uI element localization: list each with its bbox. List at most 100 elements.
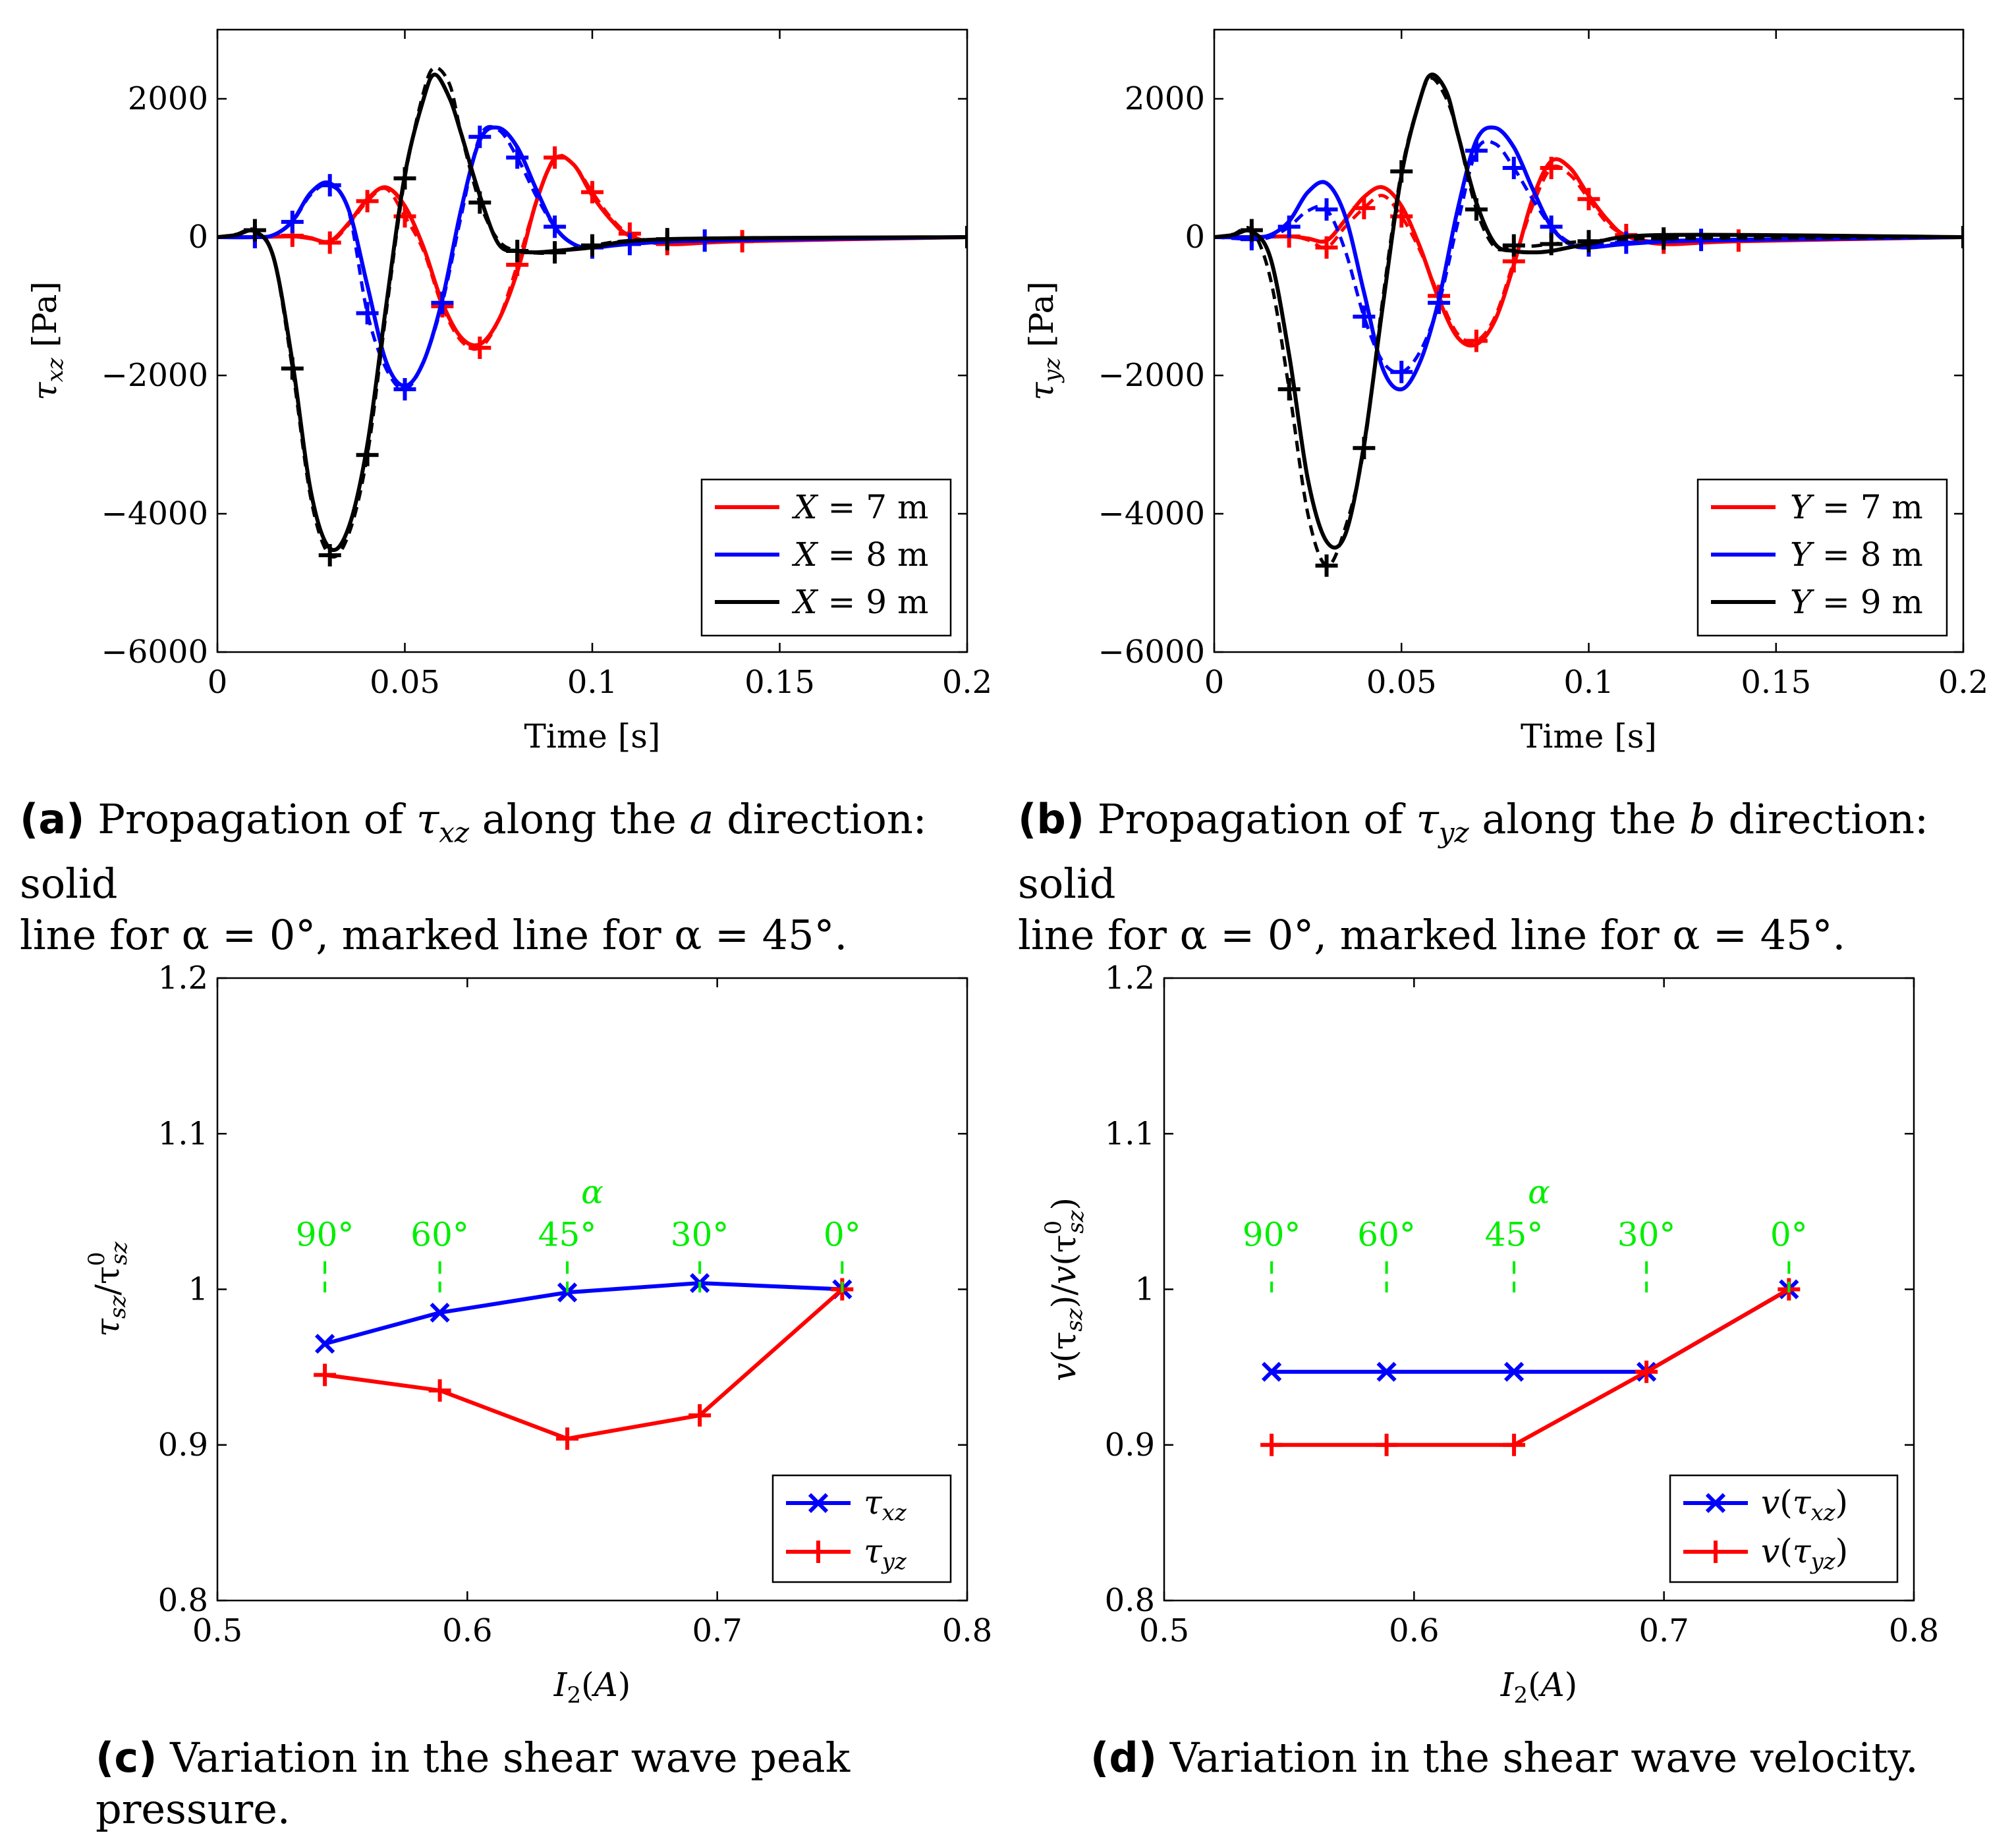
y-axis-label: τyz [Pa] [1022,281,1065,400]
series-marker [544,215,567,238]
y-tick-label: 1.1 [158,1115,208,1152]
series-marker [468,191,491,214]
series-marker [318,231,341,254]
y-tick-label: 1.1 [1105,1115,1155,1152]
x-axis-label: I2(A) [553,1666,631,1709]
x-tick-label: 0.5 [192,1612,242,1649]
series-marker-plus [688,1404,712,1427]
caption-a-text-5: , marked line for [316,911,661,960]
y-tick-label: 0 [1185,219,1205,256]
x-axis-label: Time [s] [1521,717,1657,755]
x-tick-label: 0.8 [1889,1612,1939,1649]
caption-a-symbol: τ [416,795,439,843]
series-marker [1353,437,1376,460]
alpha-angle-label: 30° [671,1215,729,1253]
x-tick-label: 0.15 [1741,664,1811,701]
series-marker-x [1376,1361,1397,1382]
plot-area [217,66,967,566]
series-marker [618,233,641,256]
alpha-angle-label: 0° [1770,1215,1808,1253]
series-marker [281,210,304,233]
caption-a: (a) Propagation of τxz along the a direc… [20,794,1021,961]
caption-b-text-5: , marked line for [1314,911,1660,960]
y-tick-label: 0.8 [1105,1582,1155,1619]
caption-b-symbol-sub: yz [1438,816,1469,849]
series-marker [1502,234,1525,257]
axes-frame [1163,977,1915,1602]
y-tick-label: 0.8 [158,1582,208,1619]
y-tick-label: 0.9 [158,1427,208,1464]
y-axis-label: τsz/τ0sz [84,1241,132,1337]
series-marker [544,146,567,169]
axes-frame [216,977,968,1602]
legend: X = 7 m X = 8 m X = 9 m [700,478,952,637]
series-marker [1577,230,1600,253]
caption-c-label: (c) [96,1734,157,1782]
x-tick-label: 0.1 [567,664,617,701]
caption-a-text-4: line for [20,911,169,960]
legend-label: Y = 9 m [1790,583,1923,621]
y-tick-label: 1 [1134,1271,1155,1308]
series-marker [544,241,567,264]
series-marker [468,125,491,148]
series-marker [1465,139,1488,162]
caption-a-alpha45: α = 45° [674,911,835,960]
series-marker [393,167,416,190]
caption-b-text-3: direction: solid [1018,795,1928,908]
x-tick-label: 0.2 [1938,664,1988,701]
series-marker [356,443,379,466]
x-tick-label: 0.15 [744,664,815,701]
series-line-blue [1272,1287,1790,1374]
caption-b-alpha0: α = 0° [1179,911,1314,960]
series-marker-plus [1503,1433,1526,1456]
y-tick-label: −4000 [101,495,208,532]
x-tick-label: 0.7 [1638,1612,1689,1649]
series-marker [281,357,304,380]
alpha-angle-label: 90° [1243,1215,1301,1253]
series-marker [1277,378,1301,400]
series-marker [318,174,341,197]
legend-marker [1705,1493,1726,1514]
legend-label: X = 8 m [791,535,928,574]
chart-c: 0.5 0.6 0.7 0.8 0.8 0.9 1 1.1 1.2 I2(A) τsz/τ0sz α 9… [84,960,992,1709]
y-tick-label: 2000 [128,80,208,117]
series-marker [1353,305,1376,328]
caption-a-text-1: Propagation of [98,795,404,843]
legend-label: τxz [864,1483,907,1526]
series-marker [956,226,967,248]
series-marker [318,544,341,566]
series-marker [393,378,416,400]
legend: τxz τyz [771,1474,952,1583]
x-tick-label: 0.8 [942,1612,992,1649]
alpha-angle-label: 60° [410,1215,469,1253]
series-marker [581,234,603,257]
x-tick-label: 0.1 [1563,664,1613,701]
series-marker [1952,226,1963,248]
caption-d: (d) Variation in the shear wave velocity… [1090,1732,2013,1784]
caption-b-text-4: line for [1018,911,1167,960]
series-marker [243,219,266,242]
alpha-angle-label: 0° [824,1215,861,1253]
x-tick-label: 0 [1204,664,1225,701]
chart-d: 0.5 0.6 0.7 0.8 0.8 0.9 1 1.1 1.2 I2(A) v(τsz)/v(τ… [1040,960,1939,1709]
series-marker-plus [314,1363,337,1386]
alpha-angle-label: 90° [296,1215,354,1253]
y-tick-label: −2000 [101,357,208,394]
series-marker-plus [1375,1433,1398,1456]
legend-label: X = 7 m [791,488,928,526]
series-marker [1540,233,1563,256]
series-marker [1502,157,1525,179]
series-marker [1315,198,1338,221]
legend-label: τyz [864,1532,907,1575]
legend-marker [808,1493,829,1514]
series-marker-plus [428,1379,451,1402]
alpha-label: α [1528,1173,1550,1211]
y-tick-label: 0 [188,219,208,256]
series-marker [356,190,379,213]
plot-area [314,1273,854,1450]
series-marker [1353,196,1376,219]
y-tick-label: 1 [188,1271,208,1308]
series-line-red-solid [217,154,967,348]
caption-b-text-1: Propagation of [1097,795,1403,843]
series-marker [506,240,529,262]
